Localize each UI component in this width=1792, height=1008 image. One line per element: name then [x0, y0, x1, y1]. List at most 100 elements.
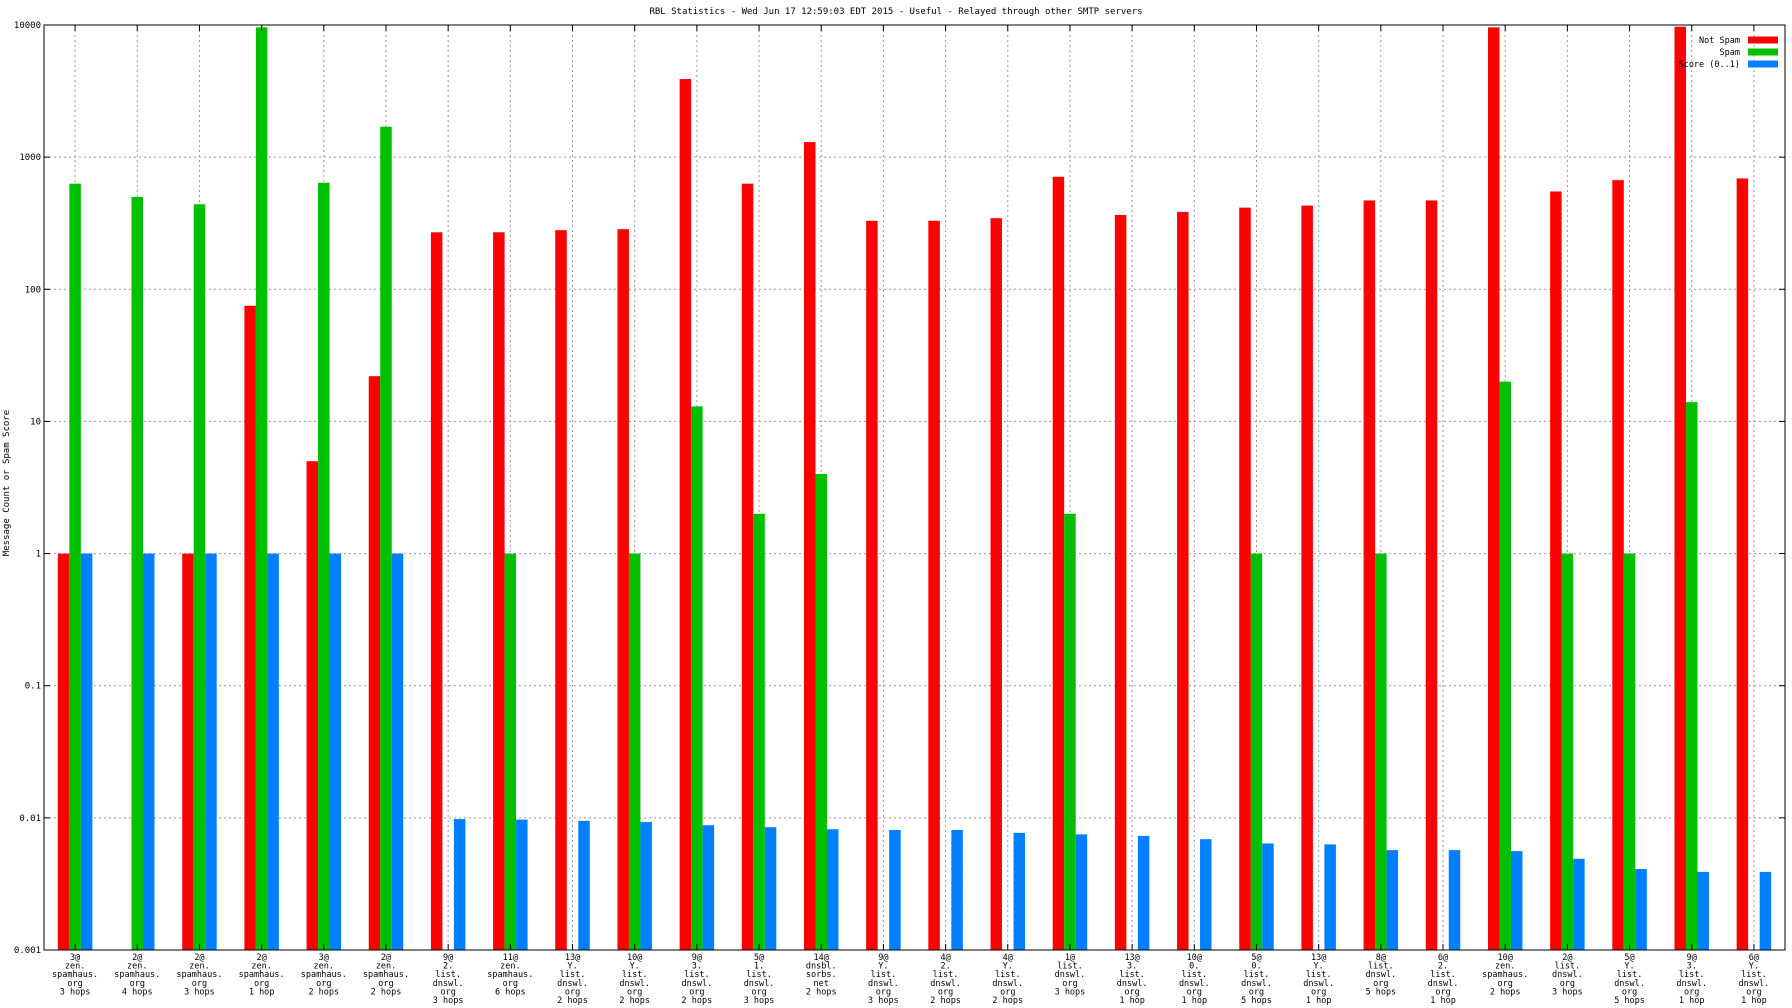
bar-not-spam — [244, 305, 256, 950]
bar-spam — [1499, 381, 1511, 950]
x-tick-label: 14@ dnsbl. sorbs. net 2 hops — [806, 953, 837, 997]
bar-spam — [504, 553, 517, 950]
x-tick-label: 8@ list. dnswl. org 5 hops — [1365, 953, 1396, 997]
x-tick-label: 2@ zen. spamhaus. org 4 hops — [114, 953, 160, 997]
x-tick-label: 9@ 2. list. dnswl. org 3 hops — [433, 953, 464, 1006]
y-tick-label: 10000 — [14, 21, 41, 31]
legend-swatch — [1748, 60, 1778, 68]
bar-not-spam — [866, 220, 878, 950]
bar-not-spam — [1052, 176, 1065, 951]
bar-score-0-1 — [578, 820, 590, 950]
bar-score-0-1 — [453, 819, 466, 950]
x-tick-label: 3@ zen. spamhaus. org 3 hops — [52, 953, 98, 997]
bar-score-0-1 — [640, 822, 652, 950]
bar-score-0-1 — [1137, 835, 1150, 950]
bar-spam — [628, 553, 641, 950]
bar-spam — [318, 182, 330, 951]
bar-score-0-1 — [80, 553, 93, 950]
bars — [57, 26, 1772, 951]
bar-not-spam — [1363, 200, 1376, 950]
bar-not-spam — [617, 229, 629, 950]
x-tick-label: 10@ Y. list. dnswl. org 2 hops — [619, 953, 650, 1006]
bar-score-0-1 — [1324, 844, 1336, 950]
chart-title: RBL Statistics - Wed Jun 17 12:59:03 EDT… — [649, 7, 1142, 17]
x-tick-label: 2@ zen. spamhaus. org 3 hops — [176, 953, 222, 997]
x-tick-label: 6@ 2. list. dnswl. org 1 hop — [1428, 953, 1459, 1006]
x-tick-label: 2@ zen. spamhaus. org 2 hops — [363, 953, 409, 997]
bar-not-spam — [1425, 200, 1438, 950]
legend-label: Spam — [1720, 48, 1740, 58]
x-tick-label: 4@ 2. list. dnswl. org 2 hops — [930, 953, 961, 1006]
bar-not-spam — [741, 183, 754, 950]
bar-score-0-1 — [889, 829, 901, 950]
bar-score-0-1 — [1510, 851, 1523, 950]
bar-spam — [380, 126, 392, 951]
bar-score-0-1 — [391, 553, 404, 950]
bar-spam — [815, 474, 827, 950]
x-tick-label: 9@ 3. list. dnswl. org 1 hop — [1676, 953, 1707, 1006]
bar-score-0-1 — [764, 827, 777, 950]
x-tick-label: 6@ Y. list. dnswl. org 1 hop — [1739, 953, 1770, 1006]
bar-not-spam — [1550, 191, 1562, 950]
bar-not-spam — [1177, 211, 1189, 950]
bar-spam — [69, 183, 81, 950]
x-tick-label: 5@ 1. list. dnswl. org 3 hops — [744, 953, 775, 1006]
x-tick-label: 5@ Y. list. dnswl. org 5 hops — [1614, 953, 1645, 1006]
bar-score-0-1 — [1697, 871, 1709, 950]
bar-spam — [255, 27, 268, 951]
bar-not-spam — [803, 142, 816, 950]
bar-spam — [691, 406, 703, 950]
x-tick-label: 2@ list. dnswl. org 3 hops — [1552, 953, 1583, 997]
bar-not-spam — [1736, 178, 1749, 950]
bar-score-0-1 — [1759, 871, 1772, 950]
x-tick-label: 10@ zen. spamhaus. org 2 hops — [1482, 953, 1528, 997]
y-tick-label: 0.01 — [19, 814, 41, 824]
bar-spam — [1064, 513, 1076, 950]
bar-not-spam — [306, 461, 319, 950]
y-tick-label: 10 — [30, 417, 41, 427]
bar-not-spam — [928, 220, 940, 950]
x-tick-label: 2@ zen. spamhaus. org 1 hop — [239, 953, 285, 997]
bar-spam — [1250, 553, 1263, 950]
x-tick-label: 5@ 0. list. dnswl. org 5 hops — [1241, 953, 1272, 1006]
y-tick-label: 0.001 — [14, 946, 41, 956]
y-tick-label: 1 — [36, 550, 41, 560]
y-tick-label: 0.1 — [25, 682, 41, 692]
bar-score-0-1 — [329, 553, 342, 950]
x-tick-label: 11@ zen. spamhaus. org 6 hops — [487, 953, 533, 997]
x-tick-label: 4@ Y. list. dnswl. org 2 hops — [992, 953, 1023, 1006]
bar-score-0-1 — [1262, 843, 1274, 950]
bar-spam — [1623, 553, 1636, 950]
grid-lines — [44, 25, 1785, 950]
x-tick-label: 13@ 3. list. dnswl. org 1 hop — [1117, 953, 1148, 1006]
bar-score-0-1 — [951, 829, 963, 950]
bar-score-0-1 — [1075, 834, 1088, 950]
x-tick-label: 10@ 0. list. dnswl. org 1 hop — [1179, 953, 1210, 1006]
bar-spam — [131, 196, 144, 950]
bar-score-0-1 — [1200, 839, 1212, 950]
bar-not-spam — [182, 553, 194, 950]
x-tick-label: 13@ Y. list. dnswl. org 1 hop — [1303, 953, 1334, 1006]
x-tick-label: 9@ 3. list. dnswl. org 2 hops — [682, 953, 713, 1006]
bar-score-0-1 — [702, 825, 715, 950]
bar-score-0-1 — [1448, 850, 1461, 950]
bar-not-spam — [990, 218, 1003, 950]
bar-score-0-1 — [516, 819, 528, 950]
bar-score-0-1 — [1013, 832, 1026, 950]
bar-spam — [1685, 402, 1698, 951]
bar-score-0-1 — [1573, 858, 1585, 950]
bar-not-spam — [1301, 205, 1313, 950]
bar-not-spam — [430, 232, 443, 951]
bar-not-spam — [679, 79, 692, 950]
bar-score-0-1 — [267, 553, 279, 950]
bar-not-spam — [57, 553, 70, 950]
bar-spam — [193, 204, 206, 950]
legend-label: Not Spam — [1699, 36, 1740, 46]
bar-not-spam — [1239, 207, 1251, 951]
legend-swatch — [1748, 36, 1778, 44]
bar-not-spam — [368, 376, 381, 950]
x-tick-label: 9@ Y. list. dnswl. org 3 hops — [868, 953, 899, 1006]
bar-score-0-1 — [205, 553, 217, 950]
x-tick-label: 1@ list. dnswl. org 3 hops — [1055, 953, 1086, 997]
bar-spam — [1561, 553, 1574, 950]
